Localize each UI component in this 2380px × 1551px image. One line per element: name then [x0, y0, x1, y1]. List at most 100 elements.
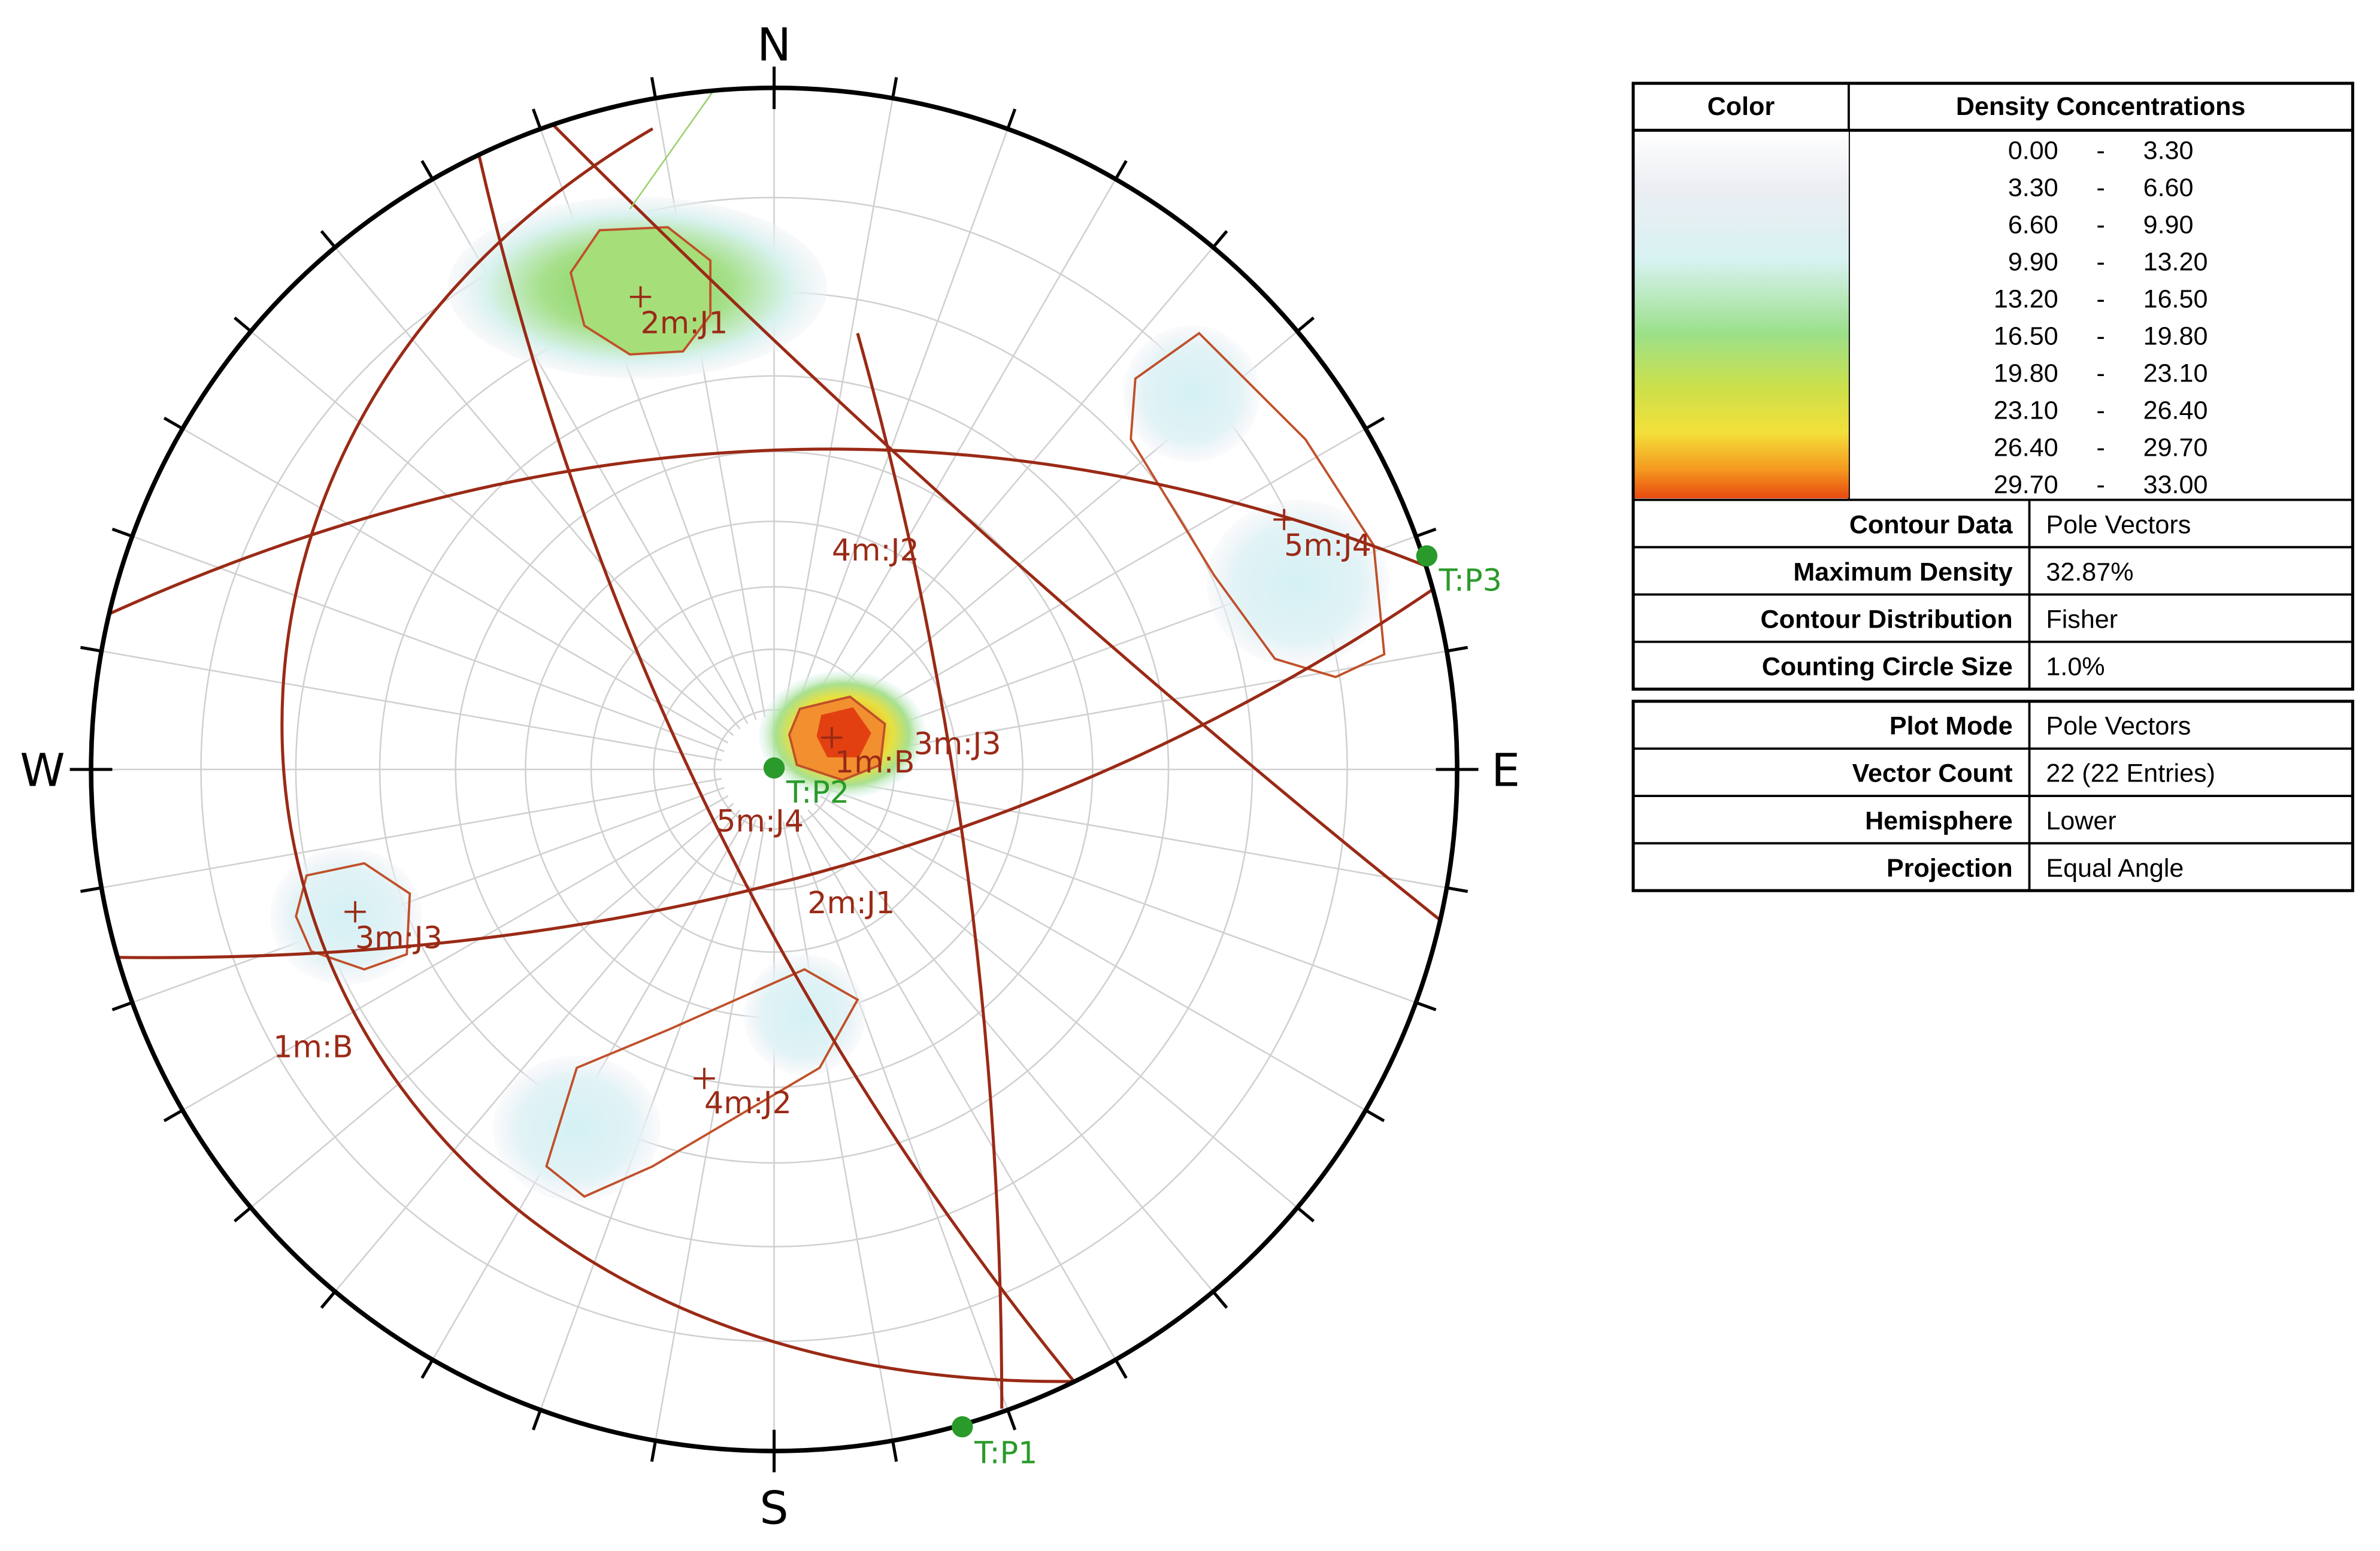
- range-low: 13.20: [1994, 284, 2058, 313]
- outline-tick: [111, 1001, 133, 1011]
- outline-tick: [1415, 528, 1437, 538]
- info-key: Hemisphere: [1865, 807, 2013, 835]
- pole-cross: [694, 1068, 715, 1089]
- info-key: Projection: [1887, 854, 2013, 883]
- plot-label: 5m:J4: [1284, 528, 1371, 563]
- range-low: 26.40: [1994, 433, 2058, 462]
- pole-cross: [629, 286, 652, 308]
- grid-radial: [250, 331, 734, 736]
- range-low: 3.30: [2008, 174, 2058, 202]
- range-dash: -: [2096, 470, 2105, 499]
- range-high: 19.80: [2143, 322, 2208, 350]
- outline-tick: [234, 1206, 252, 1223]
- outline-tick: [531, 108, 542, 130]
- compass-s: S: [759, 1482, 788, 1535]
- grid-radial: [182, 795, 729, 1111]
- range-low: 0.00: [2008, 137, 2058, 165]
- range-high: 33.00: [2143, 470, 2208, 499]
- range-dash: -: [2096, 322, 2105, 350]
- outline-tick: [1212, 230, 1228, 249]
- outline-tick: [1296, 316, 1315, 333]
- outline-ticks: [69, 66, 1479, 1473]
- grid-radial: [334, 809, 741, 1292]
- grid-radial: [791, 819, 1009, 1410]
- outline-tick: [111, 528, 133, 538]
- trend-point: [952, 1416, 973, 1438]
- grid-radial: [101, 778, 722, 889]
- outline-tick: [650, 77, 658, 99]
- grid-radial: [250, 802, 734, 1208]
- outline-tick: [420, 160, 434, 180]
- grid-radial: [814, 802, 1298, 1208]
- grid-radial: [101, 650, 722, 761]
- grid-radial: [826, 778, 1447, 889]
- outline-tick: [1212, 1291, 1228, 1309]
- info-key: Vector Count: [1852, 759, 2013, 788]
- info-value: Pole Vectors: [2046, 510, 2191, 539]
- range-high: 23.10: [2143, 359, 2208, 387]
- outline-tick: [1114, 160, 1128, 180]
- plot-label: T:P3: [1439, 562, 1502, 598]
- outline-tick: [320, 1291, 337, 1309]
- outline-tick: [1006, 108, 1017, 130]
- grid-radial: [782, 98, 894, 717]
- outline-tick: [320, 230, 337, 249]
- grid-radial: [334, 247, 741, 729]
- plot-label: 1m:B: [273, 1029, 353, 1064]
- trend-point: [763, 757, 785, 779]
- range-dash: -: [2096, 174, 2105, 202]
- range-dash: -: [2096, 433, 2105, 462]
- info-key: Counting Circle Size: [1762, 652, 2013, 681]
- info-value: Fisher: [2046, 605, 2118, 634]
- legend: Color Density Concentrations 0.00 - 3.30 3.30…: [1631, 81, 2354, 892]
- info-value: Lower: [2046, 807, 2116, 835]
- density-contours: [270, 196, 1389, 1201]
- info-value: Equal Angle: [2046, 854, 2184, 883]
- range-high: 26.40: [2143, 396, 2208, 425]
- outline-tick: [531, 1409, 542, 1431]
- range-dash: -: [2096, 359, 2105, 387]
- pole-cross: [821, 727, 843, 749]
- plot-label: T:P1: [974, 1435, 1037, 1470]
- outline-tick: [650, 1440, 658, 1462]
- outline-tick: [891, 77, 898, 99]
- pole-markers: [344, 286, 1438, 1438]
- range-high: 6.60: [2143, 174, 2194, 202]
- outline-tick: [80, 886, 102, 893]
- outline-tick: [891, 1440, 898, 1462]
- range-dash: -: [2096, 248, 2105, 277]
- grid-radial: [823, 786, 1416, 1004]
- grid-radial: [791, 128, 1009, 720]
- outline-tick: [420, 1359, 434, 1379]
- range-dash: -: [2096, 396, 2105, 425]
- info-value: 22 (22 Entries): [2046, 759, 2215, 788]
- range-low: 29.70: [1994, 470, 2058, 499]
- outline-tick: [1364, 416, 1385, 430]
- grid-radial: [807, 809, 1214, 1292]
- grid-radial: [782, 821, 894, 1441]
- plot-label: 3m:J3: [355, 920, 443, 955]
- grid-radial: [819, 795, 1366, 1111]
- pole-cross: [344, 901, 366, 923]
- outline-tick: [1415, 1001, 1437, 1011]
- range-low: 6.60: [2008, 211, 2058, 240]
- outline-tick: [1446, 886, 1468, 893]
- grid-radial: [800, 814, 1116, 1361]
- trend-point: [1416, 545, 1438, 567]
- great-circles: [99, 90, 1451, 1409]
- outline-tick: [1364, 1108, 1385, 1122]
- plot-label: T:P2: [786, 775, 849, 810]
- compass-e: E: [1491, 744, 1520, 797]
- grid-radial: [655, 98, 766, 717]
- compass-w: W: [20, 744, 65, 797]
- plot-label: 1m:B: [835, 744, 915, 780]
- grid-radial: [182, 428, 729, 744]
- outline-tick: [163, 1108, 184, 1122]
- grid-radial: [132, 786, 725, 1004]
- compass-n: N: [757, 19, 791, 71]
- grid-radial: [826, 650, 1447, 761]
- range-high: 3.30: [2143, 137, 2194, 165]
- outline-tick: [234, 316, 252, 333]
- range-dash: -: [2096, 284, 2105, 313]
